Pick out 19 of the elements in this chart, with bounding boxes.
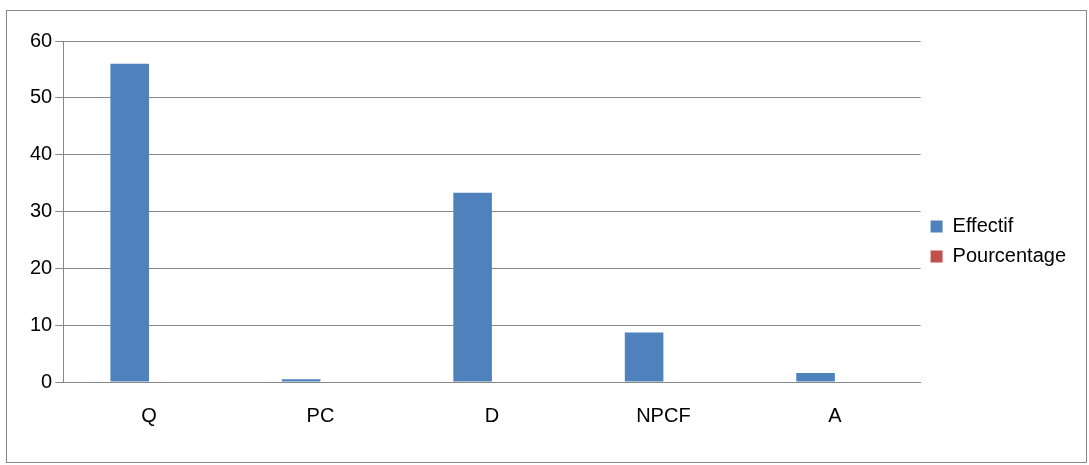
- y-tick-label: 10: [30, 312, 53, 335]
- bar: [624, 332, 664, 382]
- x-tick-label: Q: [141, 403, 157, 426]
- bar: [281, 379, 321, 382]
- legend-label: Effectif: [952, 214, 1014, 237]
- x-tick-label: D: [484, 403, 500, 426]
- x-tick-label: NPCF: [636, 403, 691, 426]
- x-tick-label: A: [828, 403, 843, 426]
- legend-label: Pourcentage: [952, 244, 1066, 267]
- y-tick-label: 30: [30, 199, 53, 222]
- bar: [796, 372, 835, 382]
- y-tick-label: 40: [30, 142, 53, 165]
- bar: [110, 63, 149, 382]
- y-tick-label: 60: [30, 28, 53, 51]
- y-tick-label: 20: [30, 255, 53, 278]
- bar: [453, 192, 492, 382]
- y-tick-label: 50: [30, 85, 53, 108]
- y-tick-label: 0: [41, 369, 53, 392]
- x-tick-label: PC: [306, 403, 335, 426]
